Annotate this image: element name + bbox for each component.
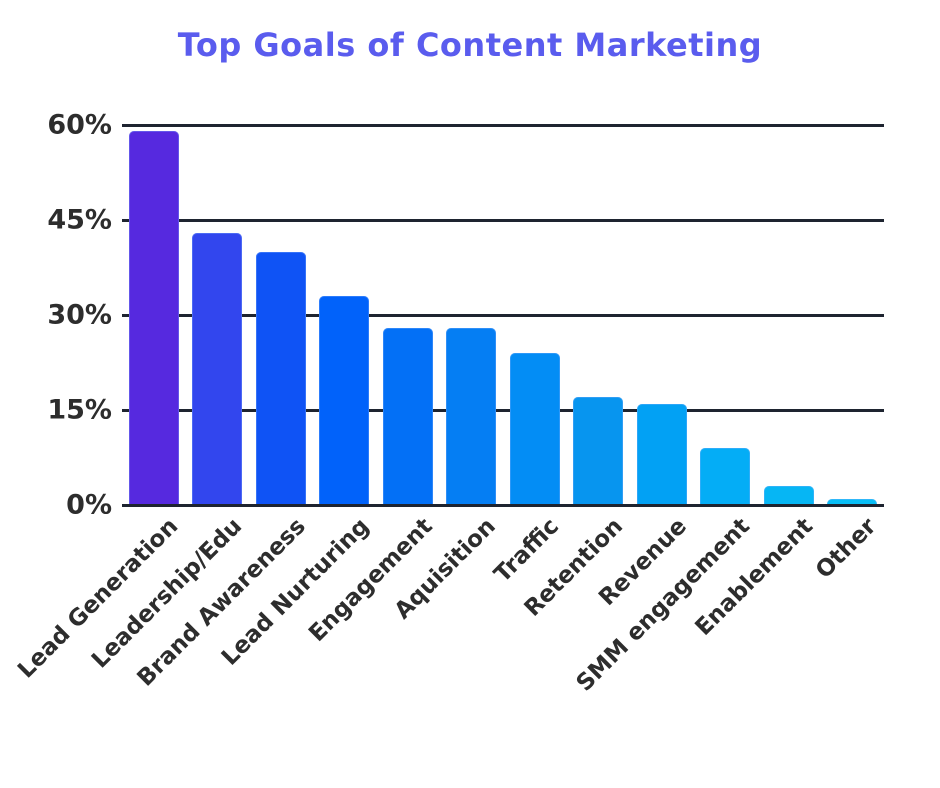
bar-smm-engagement <box>700 448 751 505</box>
gridline <box>122 124 884 127</box>
bar-slot <box>503 125 567 505</box>
bar-slot <box>313 125 377 505</box>
plot-area <box>122 124 884 507</box>
bar-slot <box>122 125 186 505</box>
bar-aquisition <box>446 327 497 505</box>
y-tick-label: 0% <box>66 489 112 521</box>
bar-slot <box>567 125 631 505</box>
bar-revenue <box>636 403 687 505</box>
x-axis-tick-labels: Lead Generation Leadership/Edu Brand Aware… <box>13 513 884 734</box>
y-tick-label: 30% <box>47 299 112 331</box>
bar-slot <box>440 125 504 505</box>
bar-other <box>827 498 878 505</box>
bar-retention <box>573 397 624 505</box>
gridline <box>122 219 884 222</box>
bar-lead-nurturing <box>319 296 370 505</box>
y-tick-label: 60% <box>47 109 112 141</box>
bar-slot <box>376 125 440 505</box>
bar-leadership-edu <box>192 232 243 505</box>
bar-slot <box>821 125 885 505</box>
bar-enablement <box>763 486 814 505</box>
bar-traffic <box>509 353 560 505</box>
x-tick-label: Enablement <box>690 513 819 641</box>
bar-engagement <box>382 327 433 505</box>
bar-lead-generation <box>128 131 179 505</box>
bar-slot <box>694 125 758 505</box>
bar-slot <box>249 125 313 505</box>
gridline <box>122 409 884 412</box>
chart-title: Top Goals of Content Marketing <box>177 26 763 64</box>
bars-layer <box>122 125 884 505</box>
x-axis-baseline <box>122 504 884 507</box>
bar-slot <box>630 125 694 505</box>
y-axis-tick-labels: 60% 45% 30% 15% 0% <box>0 112 112 519</box>
x-tick-label: Other <box>811 513 882 584</box>
gridline <box>122 314 884 317</box>
bar-brand-awareness <box>255 251 306 505</box>
y-tick-label: 15% <box>47 394 112 426</box>
bar-slot <box>186 125 250 505</box>
y-tick-label: 45% <box>47 204 112 236</box>
bar-slot <box>757 125 821 505</box>
